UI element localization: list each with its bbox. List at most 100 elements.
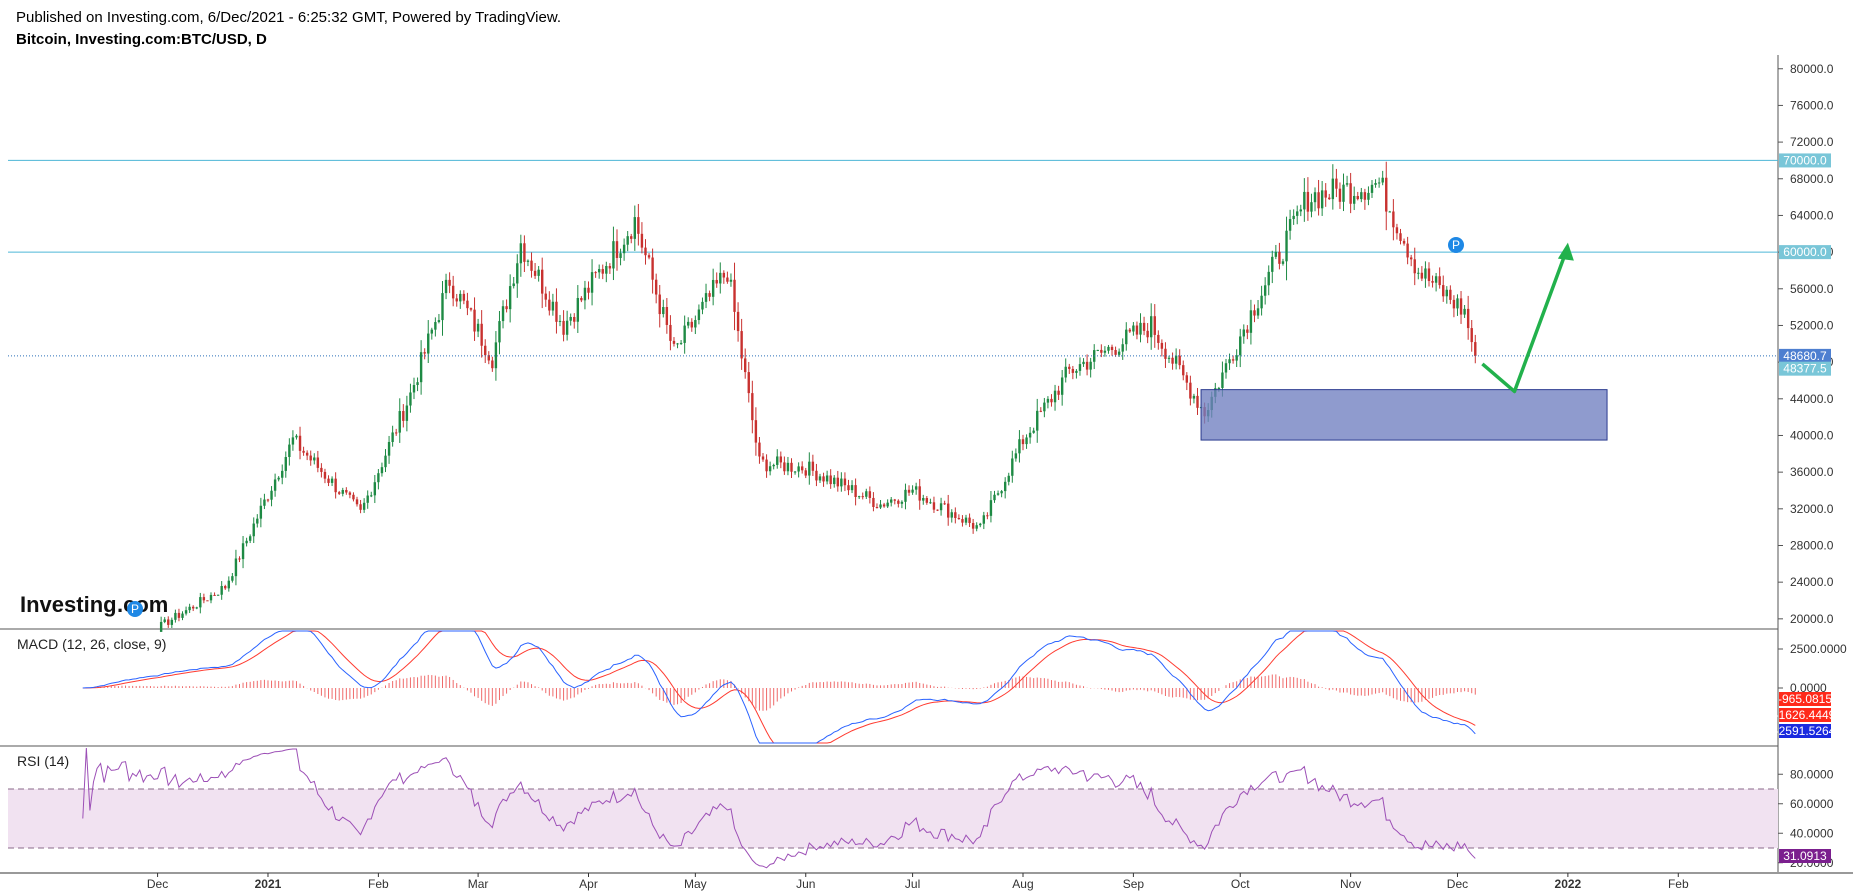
candle-body (1356, 195, 1359, 200)
candle-body (1217, 387, 1221, 389)
candle-body (523, 243, 526, 262)
candle-body (1149, 316, 1153, 338)
candle-body (1231, 359, 1235, 361)
candle-body (975, 525, 978, 529)
candle-body (398, 411, 401, 433)
candle-body (159, 621, 163, 632)
candle-body (469, 308, 473, 310)
candle-body (1068, 366, 1071, 369)
candle-body (872, 497, 875, 507)
candle-body (359, 504, 362, 510)
candle-body (416, 382, 419, 386)
candle-body (281, 470, 284, 478)
candle-body (726, 277, 729, 282)
candle-body (1171, 357, 1174, 364)
candle-body (594, 272, 597, 274)
candle-body (890, 499, 893, 503)
investing-logo-suffix: .com (117, 592, 168, 617)
y-tick-label: 72000.0 (1790, 135, 1834, 149)
candle-body (1349, 183, 1352, 204)
candle-body (982, 515, 986, 524)
candle-body (1406, 243, 1409, 258)
candle-body (451, 285, 455, 299)
candle-body (704, 293, 708, 302)
candle-body (818, 476, 822, 481)
candle-body (1296, 211, 1299, 216)
rsi-tick-label: 80.0000 (1790, 767, 1834, 781)
candle-body (1470, 328, 1473, 343)
candle-body (1271, 256, 1274, 272)
candle-body (1075, 370, 1078, 373)
candle-body (1039, 410, 1042, 412)
macd-line (82, 630, 1476, 744)
macd-value-badge (1779, 708, 1831, 722)
candle-body (1381, 177, 1384, 183)
candle-body (651, 257, 654, 280)
y-tick-label: 76000.0 (1790, 98, 1834, 112)
candle-body (612, 241, 615, 269)
price-badge (1779, 361, 1831, 376)
candle-body (768, 466, 772, 472)
candle-body (1007, 475, 1010, 482)
candle-body (1420, 272, 1424, 279)
candle-body (199, 597, 202, 608)
candle-body (1078, 364, 1082, 371)
candle-body (548, 299, 551, 311)
candle-body (1128, 329, 1132, 332)
candle-body (640, 233, 644, 248)
candle-body (541, 269, 544, 294)
candle-body (341, 489, 344, 494)
candle-body (1263, 285, 1267, 296)
candle-body (783, 462, 786, 472)
x-tick-label: Jun (796, 877, 815, 891)
publish-marker-letter: P (131, 602, 139, 616)
candle-body (487, 355, 490, 361)
horizontal-line-label: 60000.0 (1783, 245, 1827, 259)
candle-body (939, 503, 943, 511)
price-badge (1779, 348, 1831, 363)
candle-body (466, 300, 469, 309)
candle-body (676, 343, 679, 345)
candle-body (409, 392, 412, 406)
candle-body (644, 247, 647, 256)
candle-body (672, 340, 676, 344)
candle-body (740, 331, 743, 359)
candle-body (327, 478, 330, 483)
candle-body (245, 540, 248, 544)
candle-body (387, 441, 391, 456)
x-tick-label: Mar (468, 877, 489, 891)
macd-value-label: -1626.4449 (1775, 708, 1836, 722)
candle-body (932, 502, 936, 510)
candle-body (1456, 298, 1459, 309)
candle-body (544, 293, 547, 300)
candle-body (843, 478, 847, 486)
candle-body (943, 503, 946, 505)
candle-body (209, 594, 213, 601)
rsi-value-label: 31.0913 (1783, 849, 1827, 863)
candle-body (1160, 342, 1164, 349)
candle-body (947, 503, 950, 518)
candle-body (1434, 276, 1438, 283)
candle-body (1395, 227, 1399, 234)
candle-body (694, 320, 697, 328)
candle-body (1324, 190, 1327, 198)
candle-body (505, 306, 508, 310)
candle-body (1274, 251, 1278, 257)
macd-title: MACD (12, 26, close, 9) (17, 636, 166, 652)
candle-body (833, 477, 836, 485)
candle-body (402, 411, 405, 421)
x-tick-label: Apr (579, 877, 598, 891)
candle-body (950, 512, 953, 518)
candle-body (897, 500, 900, 504)
candle-body (362, 502, 366, 510)
x-tick-label: Oct (1231, 877, 1250, 891)
candle-body (355, 499, 359, 505)
candle-body (501, 306, 505, 322)
candle-body (427, 333, 430, 354)
y-tick-label: 20000.0 (1790, 612, 1834, 626)
candle-body (298, 435, 302, 451)
candle-body (1299, 209, 1302, 212)
candle-body (191, 606, 195, 609)
candle-body (1463, 308, 1466, 315)
